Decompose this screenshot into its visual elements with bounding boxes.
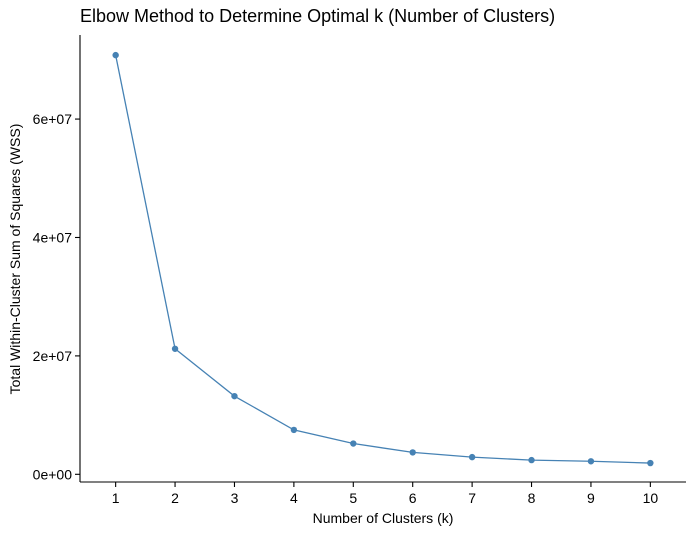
x-tick-label: 6 — [409, 490, 417, 506]
chart-title: Elbow Method to Determine Optimal k (Num… — [80, 6, 555, 26]
y-tick-label: 0e+00 — [33, 466, 73, 482]
x-tick-label: 7 — [468, 490, 476, 506]
plot-area — [112, 51, 654, 467]
y-tick-label: 6e+07 — [33, 111, 73, 127]
x-tick-label: 4 — [290, 490, 298, 506]
wss-point — [350, 440, 357, 447]
x-tick-label: 10 — [643, 490, 659, 506]
wss-series-line — [115, 55, 651, 464]
wss-point — [647, 459, 654, 467]
wss-point — [112, 51, 119, 59]
y-tick-label: 4e+07 — [33, 229, 73, 245]
y-axis-title: Total Within-Cluster Sum of Squares (WSS… — [7, 124, 23, 395]
wss-point — [290, 426, 298, 434]
x-tick-label: 2 — [171, 490, 179, 506]
y-tick-label: 2e+07 — [33, 348, 73, 364]
x-tick-label: 5 — [349, 490, 357, 506]
x-tick-label: 3 — [231, 490, 239, 506]
wss-point — [587, 458, 595, 465]
wss-point — [231, 392, 238, 400]
wss-point — [468, 453, 476, 461]
x-tick-label: 1 — [112, 490, 120, 506]
wss-point — [528, 456, 535, 464]
wss-point — [409, 449, 416, 456]
x-tick-label: 9 — [587, 490, 595, 506]
x-tick-label: 8 — [528, 490, 536, 506]
y-axis: 0e+00 2e+07 4e+07 6e+07 — [33, 35, 81, 482]
x-axis: 1 2 3 4 5 6 7 8 9 10 — [80, 481, 686, 506]
x-axis-title: Number of Clusters (k) — [313, 510, 454, 526]
wss-point — [171, 345, 179, 352]
